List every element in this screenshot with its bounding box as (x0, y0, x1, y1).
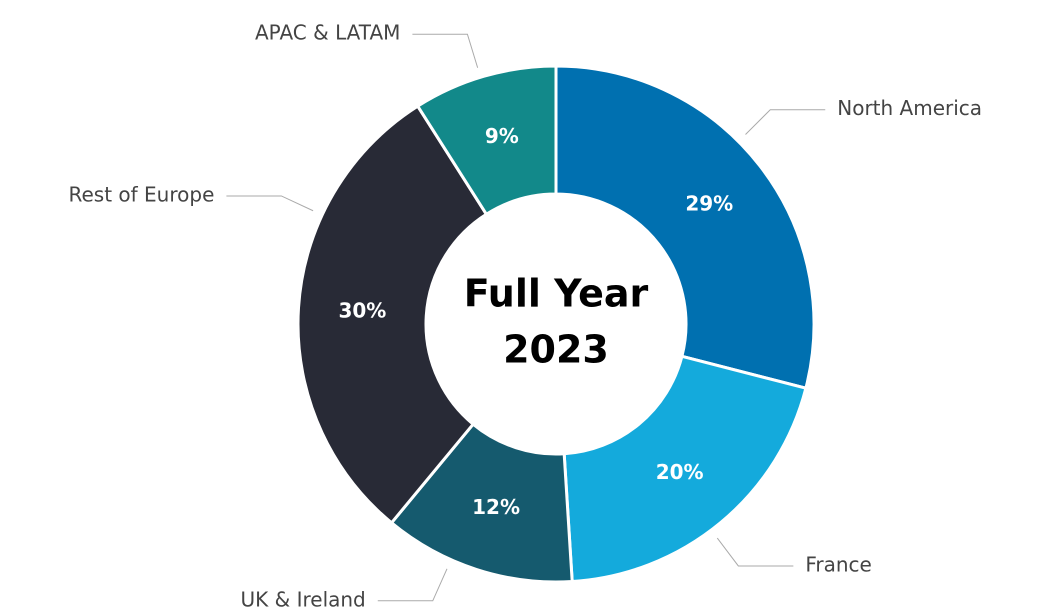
category-label: France (805, 552, 872, 576)
leader-line (377, 568, 448, 602)
leader-line (745, 109, 826, 135)
category-label: APAC & LATAM (255, 21, 400, 45)
leader-line (716, 537, 794, 567)
leader-line (412, 33, 479, 68)
leader-line (226, 195, 314, 212)
slice (415, 64, 558, 217)
slice (554, 64, 816, 390)
category-label: Rest of Europe (68, 182, 214, 206)
value-label: 12% (472, 495, 520, 519)
value-label: 29% (685, 192, 733, 216)
center-label: 2023 (503, 328, 609, 372)
slice (296, 104, 489, 525)
value-label: 9% (485, 124, 519, 148)
center-label: Full Year (464, 272, 649, 316)
value-label: 30% (338, 298, 386, 322)
category-label: North America (837, 96, 982, 120)
value-label: 20% (656, 460, 704, 484)
slice (562, 354, 808, 584)
category-label: UK & Ireland (241, 587, 366, 611)
